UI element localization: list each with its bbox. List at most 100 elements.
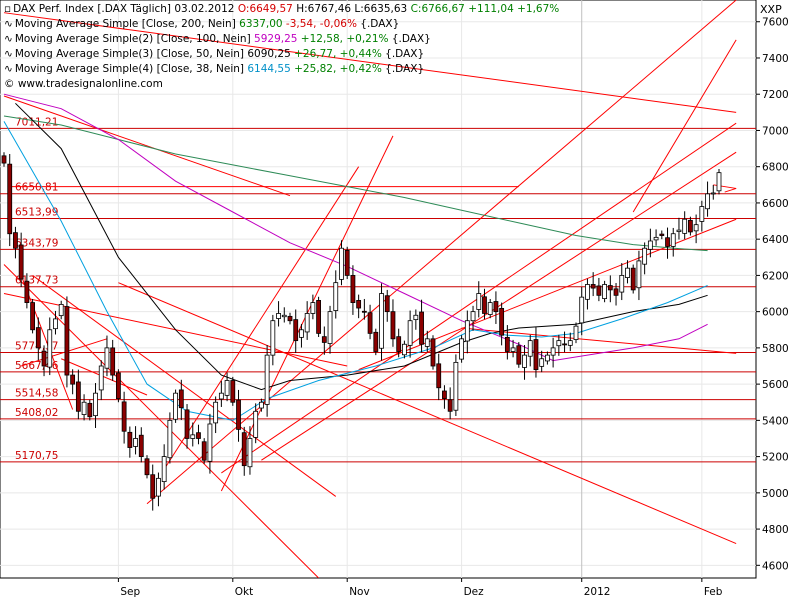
legend: ▫ DAX Perf. Index [.DAX Täglich] 03.02.20…: [4, 2, 559, 77]
candle-up: [470, 311, 476, 322]
candle-down: [87, 402, 93, 418]
trendline: [146, 0, 737, 505]
trendline: [32, 275, 337, 497]
ma100-value: 5929,25: [254, 33, 298, 45]
candle-up: [133, 438, 138, 447]
ma100-change-pct: +0,21%: [346, 33, 389, 45]
candle-down: [18, 244, 24, 280]
candle-down: [373, 331, 379, 352]
candle-up: [213, 401, 219, 424]
candle-up: [247, 438, 253, 468]
candle-down: [447, 399, 453, 412]
candle-down: [493, 301, 499, 313]
y-axis: 4600 4800 5000 5200 5400 5600 5800 6000 6200 6400…: [756, 17, 789, 572]
x-tick-label: 2012: [584, 586, 611, 598]
trendline: [3, 95, 291, 197]
x-tick-label: Nov: [349, 586, 370, 598]
candle-up: [579, 296, 585, 324]
candle-up: [173, 392, 179, 420]
legend-main: ▫ DAX Perf. Index [.DAX Täglich] 03.02.20…: [4, 2, 559, 17]
y-tick-label: 7600: [762, 17, 789, 29]
candle-down: [184, 409, 190, 439]
candle-up: [527, 340, 533, 357]
trendline: [61, 358, 148, 396]
candle-down: [590, 284, 596, 289]
ma38-symbol: {.DAX}: [385, 63, 425, 75]
y-tick-label: 6400: [762, 234, 789, 246]
candle-up: [476, 293, 482, 310]
y-axis-unit: XXP: [760, 3, 782, 16]
candle-up: [682, 218, 688, 234]
candle-down: [138, 434, 144, 458]
candle-up: [207, 423, 213, 462]
candle-up: [253, 410, 259, 438]
candle-down: [361, 310, 367, 313]
y-tick-label: 5800: [762, 343, 789, 355]
trendline: [20, 275, 74, 410]
wave-icon: ∿: [4, 18, 13, 30]
candle-up: [258, 401, 264, 409]
y-tick-label: 6000: [762, 307, 789, 319]
candle-up: [339, 247, 344, 280]
y-tick-label: 7200: [762, 89, 789, 101]
checkbox-icon[interactable]: ▫: [4, 3, 12, 15]
candle-up: [522, 354, 527, 368]
legend-ma100: ∿ Moving Average Simple(2) [Close, 100, N…: [4, 33, 431, 45]
candle-up: [573, 325, 579, 340]
level-label: 7011,21: [15, 116, 58, 128]
candle-up: [602, 284, 607, 300]
y-tick-label: 6800: [762, 162, 789, 174]
candle-up: [487, 302, 493, 315]
candle-up: [304, 313, 310, 333]
y-tick-label: 5600: [762, 379, 789, 391]
ma200-label: Moving Average Simple [Close, 200, Nein]: [14, 18, 236, 30]
candle-down: [110, 347, 116, 376]
high-value: H:6767,46: [296, 3, 352, 15]
wave-icon: ∿: [4, 63, 13, 75]
candle-up: [670, 233, 676, 247]
candle-down: [287, 315, 293, 322]
candle-up: [693, 224, 699, 232]
legend-ma38: ∿ Moving Average Simple(4) [Close, 38, Ne…: [4, 63, 425, 75]
candle-up: [510, 347, 516, 352]
candle-up: [281, 314, 287, 318]
candle-down: [504, 336, 510, 352]
candle-up: [647, 240, 653, 250]
candle-down: [75, 381, 81, 412]
copyright-icon: ©: [4, 78, 15, 90]
level-label: 5514,58: [15, 388, 58, 400]
x-tick-label: Okt: [235, 586, 253, 598]
candle-down: [13, 232, 18, 249]
candle-down: [384, 295, 390, 313]
candle-up: [190, 434, 196, 439]
candle-down: [430, 338, 436, 367]
candle-up: [299, 329, 304, 338]
ma50-label: Moving Average Simple(3) [Close, 50, Nei…: [14, 48, 244, 60]
candle-up: [699, 206, 705, 222]
candle-up: [539, 358, 545, 367]
ma38-value: 6144,55: [247, 63, 291, 75]
trendline: [632, 39, 737, 213]
ma50-change: +26,77: [294, 48, 333, 60]
x-axis: Sep Okt Nov Dez 2012 Feb: [117, 578, 723, 598]
candle-up: [327, 311, 333, 344]
candle-down: [436, 363, 442, 389]
candle-down: [665, 237, 670, 247]
y-tick-label: 4600: [762, 560, 789, 572]
candle-up: [453, 361, 459, 411]
trendlines: [3, 0, 737, 578]
trendline: [3, 264, 319, 578]
ma100-symbol: {.DAX}: [391, 33, 431, 45]
candle-down: [144, 458, 150, 476]
candle-down: [350, 275, 356, 303]
candles: [1, 152, 722, 511]
y-tick-label: 5200: [762, 452, 789, 464]
candle-up: [81, 401, 87, 415]
candle-down: [419, 311, 424, 345]
level-label: 5408,02: [15, 407, 58, 419]
low-value: L:6635,63: [354, 3, 408, 15]
y-tick-label: 6600: [762, 198, 789, 210]
candle-down: [688, 219, 693, 233]
trendline: [21, 338, 108, 367]
